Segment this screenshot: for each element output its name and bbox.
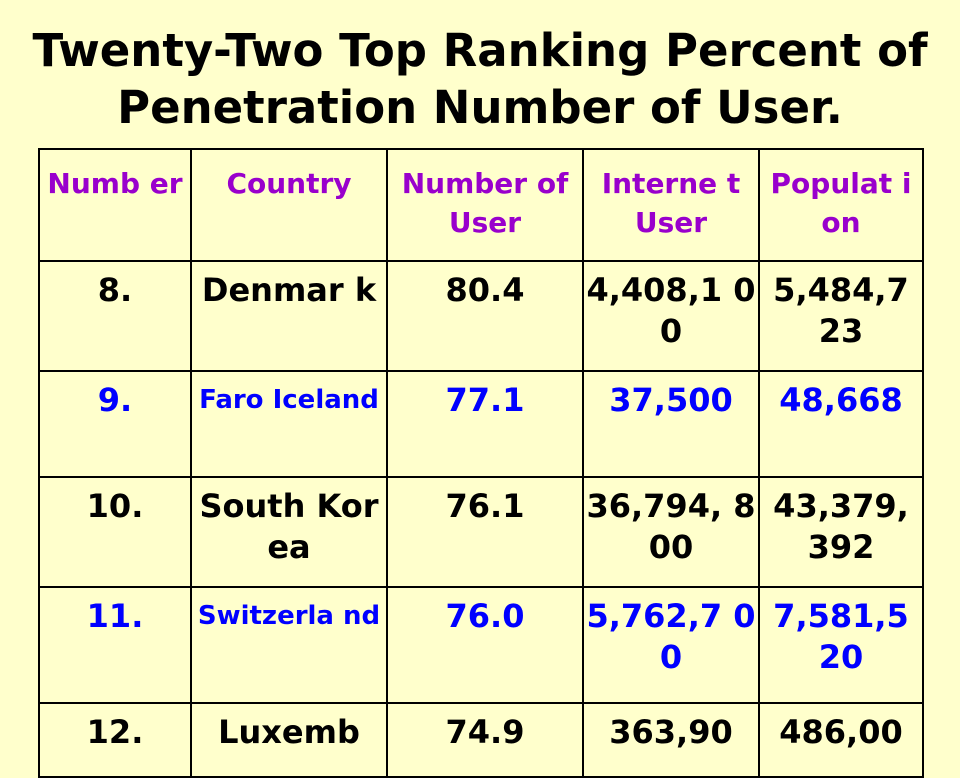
cell-population: 486,00: [758, 702, 924, 778]
cell-percent: 76.1: [386, 476, 584, 588]
cell-population: 5,484,7 23: [758, 260, 924, 372]
cell-population: 48,668: [758, 370, 924, 478]
header-cell-internet-user: Interne t User: [582, 148, 760, 262]
header-cell-number-of-user: Number of User: [386, 148, 584, 262]
cell-rank: 9.: [38, 370, 192, 478]
header-cell-population: Populat ion: [758, 148, 924, 262]
cell-country: Switzerla nd: [190, 586, 388, 704]
table-header-row: Numb er Country Number of User Interne t…: [38, 148, 924, 262]
cell-internet-user: 4,408,1 00: [582, 260, 760, 372]
cell-rank: 11.: [38, 586, 192, 704]
table-row: 8. Denmar k 80.4 4,408,1 00 5,484,7 23: [38, 260, 924, 372]
cell-internet-user: 37,500: [582, 370, 760, 478]
cell-internet-user: 36,794, 800: [582, 476, 760, 588]
cell-percent: 74.9: [386, 702, 584, 778]
cell-percent: 80.4: [386, 260, 584, 372]
cell-country: Luxemb: [190, 702, 388, 778]
cell-population: 43,379, 392: [758, 476, 924, 588]
cell-country: Faro Iceland: [190, 370, 388, 478]
cell-internet-user: 5,762,7 00: [582, 586, 760, 704]
header-cell-number: Numb er: [38, 148, 192, 262]
cell-country: Denmar k: [190, 260, 388, 372]
cell-rank: 10.: [38, 476, 192, 588]
table-row: 10. South Korea 76.1 36,794, 800 43,379,…: [38, 476, 924, 588]
ranking-table: Numb er Country Number of User Interne t…: [38, 148, 924, 778]
cell-percent: 76.0: [386, 586, 584, 704]
table-row: 11. Switzerla nd 76.0 5,762,7 00 7,581,5…: [38, 586, 924, 704]
table-row: 9. Faro Iceland 77.1 37,500 48,668: [38, 370, 924, 478]
cell-population: 7,581,5 20: [758, 586, 924, 704]
header-cell-country: Country: [190, 148, 388, 262]
cell-rank: 12.: [38, 702, 192, 778]
cell-rank: 8.: [38, 260, 192, 372]
table-row: 12. Luxemb 74.9 363,90 486,00: [38, 702, 924, 778]
cell-country: South Korea: [190, 476, 388, 588]
cell-percent: 77.1: [386, 370, 584, 478]
cell-internet-user: 363,90: [582, 702, 760, 778]
slide-title: Twenty-Two Top Ranking Percent of Penetr…: [32, 24, 928, 134]
